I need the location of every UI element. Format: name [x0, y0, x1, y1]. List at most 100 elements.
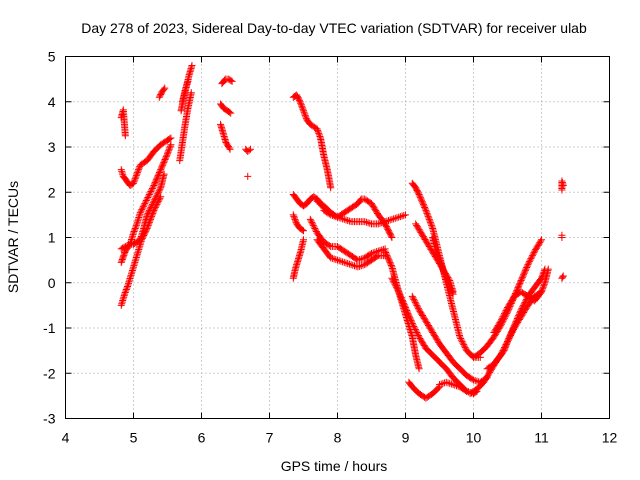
data-point — [414, 332, 422, 340]
data-point — [436, 258, 444, 266]
data-point — [225, 144, 233, 152]
data-point — [337, 257, 345, 265]
data-point — [164, 148, 172, 156]
data-point — [130, 179, 137, 187]
data-point — [373, 253, 381, 261]
data-point — [442, 378, 450, 386]
data-point — [337, 214, 345, 222]
data-point — [142, 197, 150, 205]
data-point — [504, 336, 512, 344]
data-point — [227, 77, 235, 85]
data-point — [437, 259, 445, 267]
data-point — [515, 282, 523, 290]
data-point — [468, 375, 476, 383]
data-point — [384, 253, 392, 261]
series-track-37 — [558, 272, 567, 282]
data-point — [330, 255, 338, 263]
data-point — [539, 285, 547, 293]
data-point — [149, 183, 157, 191]
data-point — [444, 379, 452, 387]
data-point — [156, 185, 164, 193]
data-point — [160, 157, 168, 165]
data-point — [510, 326, 518, 334]
data-point — [344, 217, 352, 225]
data-point — [123, 284, 131, 292]
data-point — [413, 301, 421, 309]
data-point — [403, 308, 411, 316]
chart-title: Day 278 of 2023, Sidereal Day-to-day VTE… — [81, 20, 587, 36]
data-point — [523, 264, 531, 272]
data-point — [397, 294, 405, 302]
data-point — [400, 301, 408, 309]
data-point — [558, 231, 566, 239]
x-tick-label: 12 — [602, 430, 618, 446]
data-point — [451, 381, 459, 389]
data-point — [403, 307, 411, 315]
series-track-36 — [558, 231, 566, 241]
x-axis-label: GPS time / hours — [281, 458, 388, 474]
data-point — [501, 308, 509, 316]
data-point — [139, 204, 147, 212]
data-point — [424, 211, 432, 219]
data-point — [396, 213, 404, 221]
data-point — [405, 312, 413, 320]
data-point — [227, 109, 235, 117]
y-tick-label: 1 — [48, 230, 56, 246]
data-point — [497, 351, 505, 359]
data-point — [154, 197, 162, 205]
data-point — [151, 180, 159, 188]
data-point — [408, 318, 416, 326]
data-point — [410, 322, 418, 330]
data-point — [409, 294, 417, 302]
data-point — [437, 380, 445, 388]
data-point — [148, 212, 156, 220]
data-point — [502, 307, 510, 315]
series-track-18 — [313, 197, 409, 228]
data-point — [426, 218, 434, 226]
data-point — [393, 214, 401, 222]
data-point — [402, 304, 409, 312]
data-point — [308, 218, 316, 226]
data-point — [434, 252, 442, 260]
data-point — [131, 175, 139, 183]
data-point — [298, 102, 306, 110]
data-point — [508, 329, 516, 337]
data-point — [147, 214, 155, 222]
data-point — [143, 224, 151, 232]
data-point — [157, 193, 165, 201]
y-axis-label: SDTVAR / TECUs — [5, 181, 21, 293]
data-point — [528, 253, 536, 261]
data-point — [188, 62, 196, 70]
data-point — [442, 274, 450, 282]
series-track-10 — [218, 75, 236, 88]
data-point — [524, 261, 532, 269]
data-point — [502, 341, 510, 349]
data-point — [444, 279, 452, 287]
data-point — [439, 265, 447, 273]
data-point — [441, 270, 449, 278]
data-point — [291, 215, 299, 223]
series-track-09 — [178, 77, 192, 106]
data-point — [392, 283, 400, 291]
data-point — [141, 200, 149, 208]
data-point — [150, 181, 158, 189]
data-point — [540, 280, 548, 288]
data-point — [325, 242, 333, 250]
data-point — [433, 249, 441, 257]
data-point — [314, 126, 322, 134]
data-point — [161, 84, 169, 92]
data-point — [499, 313, 507, 321]
data-point — [383, 251, 391, 259]
data-point — [497, 317, 505, 325]
data-point — [384, 254, 392, 262]
data-point — [389, 277, 397, 285]
data-point — [414, 330, 422, 338]
data-point — [131, 176, 139, 184]
data-point — [459, 339, 467, 347]
data-point — [519, 272, 527, 280]
series-track-35 — [558, 177, 567, 194]
data-point — [184, 77, 192, 85]
data-point — [457, 335, 465, 343]
data-point — [354, 256, 362, 264]
data-point — [340, 258, 348, 266]
